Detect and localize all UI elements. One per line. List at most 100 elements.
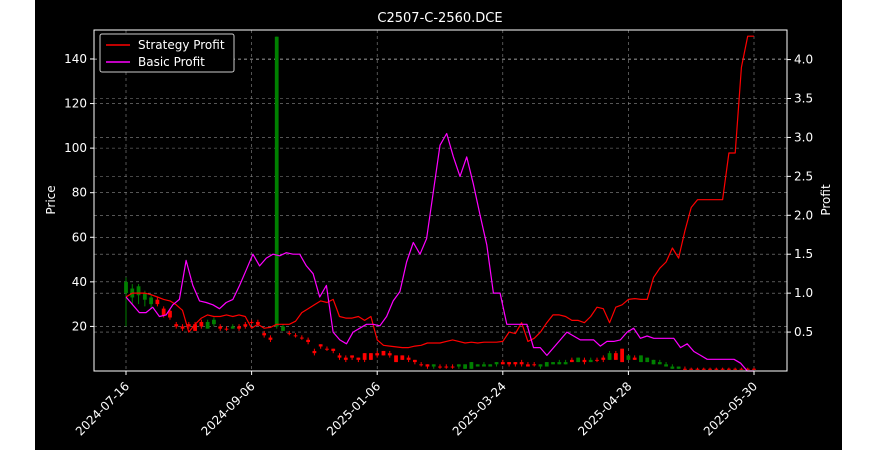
candle-body <box>394 355 398 363</box>
legend-label-basic: Basic Profit <box>138 55 205 69</box>
candle-body <box>632 357 637 360</box>
candle-body <box>532 364 537 366</box>
candlestick-series <box>124 36 756 370</box>
left-tick-label: 120 <box>64 97 87 111</box>
candle-body <box>507 362 511 365</box>
left-tick-label: 100 <box>64 141 87 155</box>
candle-body <box>745 368 750 370</box>
candle-body <box>551 362 555 365</box>
candle-body <box>274 36 279 327</box>
candle-body <box>431 364 436 367</box>
left-axis-label: Price <box>44 185 58 214</box>
candle-body <box>444 366 449 368</box>
candle-body <box>343 357 348 360</box>
basic-profit-line <box>125 132 754 372</box>
candle-body <box>249 321 254 323</box>
candle-body <box>720 368 725 370</box>
x-tick-label: 2024-07-16 <box>73 379 132 438</box>
candle-body <box>607 353 612 360</box>
candle-body <box>752 368 756 370</box>
right-tick-label: 2.0 <box>794 208 813 222</box>
candle-body <box>406 357 411 360</box>
x-tick-label: 2025-04-28 <box>575 379 634 438</box>
chart-svg: C2507-C-2560.DCE 20 40 60 80 100 120 140 0.5 1.… <box>44 11 833 438</box>
candle-body <box>230 326 235 329</box>
right-tick-label: 4.0 <box>794 53 813 67</box>
candle-body <box>538 364 543 367</box>
candle-body <box>375 353 380 356</box>
candle-body <box>463 364 468 369</box>
x-tick-label: 2024-09-06 <box>199 379 258 438</box>
candle-body <box>362 353 367 360</box>
chart-title: C2507-C-2560.DCE <box>377 11 502 26</box>
candle-body <box>312 350 317 354</box>
candle-body <box>513 362 518 365</box>
candle-body <box>676 366 681 369</box>
candle-body <box>739 368 744 370</box>
left-tick-label: 140 <box>64 52 87 66</box>
candle-body <box>557 362 562 365</box>
grid-lines <box>94 30 787 371</box>
candle-body <box>299 337 304 339</box>
plot-frame <box>93 29 788 372</box>
candle-body <box>199 321 204 327</box>
candle-body <box>325 348 329 350</box>
right-tick-label: 3.5 <box>794 92 813 106</box>
candle-body <box>124 281 128 293</box>
line-series <box>125 35 754 372</box>
left-tick-label: 80 <box>72 186 87 200</box>
candle-body <box>488 364 493 367</box>
x-tick-label: 2025-01-06 <box>324 379 383 438</box>
candle-body <box>683 368 687 370</box>
candle-body <box>494 362 499 365</box>
candle-body <box>237 326 241 329</box>
left-tick-label: 20 <box>72 319 87 333</box>
candle-body <box>588 359 593 363</box>
candle-body <box>469 362 474 369</box>
candle-body <box>438 366 442 368</box>
candle-body <box>142 292 147 300</box>
candle-body <box>281 326 285 331</box>
candle-body <box>224 328 229 330</box>
candle-body <box>450 366 455 368</box>
candle-body <box>218 326 223 329</box>
candle-body <box>293 335 298 337</box>
candle-body <box>331 348 336 351</box>
candle-body <box>626 355 631 360</box>
candle-body <box>519 362 524 365</box>
candle-body <box>381 350 386 356</box>
candle-body <box>576 357 581 363</box>
candle-body <box>563 362 568 365</box>
candle-body <box>136 286 141 296</box>
strategy-profit-line <box>125 35 754 349</box>
candle-body <box>689 368 694 370</box>
candle-body <box>369 353 373 360</box>
candle-body <box>255 321 260 325</box>
right-tick-label: 1.0 <box>794 286 813 300</box>
candle-body <box>400 355 405 360</box>
candle-body <box>639 355 643 363</box>
legend-label-strategy: Strategy Profit <box>138 38 225 52</box>
candle-body <box>595 359 599 361</box>
candle-body <box>180 326 185 329</box>
left-y-axis: 20 40 60 80 100 120 140 <box>64 52 94 333</box>
candle-body <box>350 355 354 358</box>
candle-body <box>708 368 712 370</box>
candle-body <box>262 333 267 336</box>
legend-box <box>99 33 235 73</box>
candle-body <box>287 333 292 335</box>
candle-body <box>155 299 160 305</box>
right-y-axis: 0.5 1.0 1.5 2.0 2.5 3.0 3.5 4.0 <box>787 53 813 339</box>
chart-canvas: C2507-C-2560.DCE 20 40 60 80 100 120 140 0.5 1.… <box>35 0 842 450</box>
candle-body <box>733 368 738 370</box>
candle-body <box>482 364 486 367</box>
x-axis: 2024-07-16 2024-09-06 2025-01-06 2025-03-24… <box>73 371 760 438</box>
candle-body <box>695 368 700 370</box>
right-tick-label: 0.5 <box>794 325 813 339</box>
candle-body <box>318 344 323 347</box>
x-tick-label: 2025-03-24 <box>450 379 509 438</box>
candle-body <box>714 368 719 370</box>
candle-body <box>387 353 392 356</box>
candle-body <box>419 364 424 366</box>
candle-body <box>243 324 248 327</box>
